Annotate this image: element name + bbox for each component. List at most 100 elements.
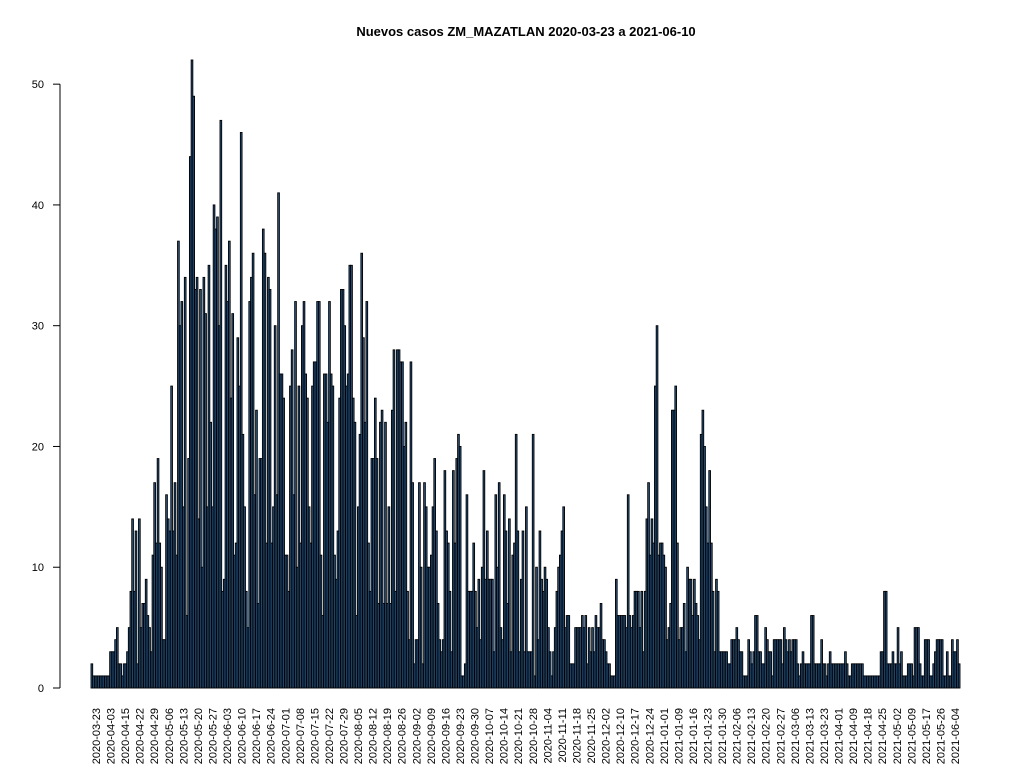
x-axis: 2020-03-23 2020-04-03 2020-04-15 2020-04-22…: [91, 708, 962, 764]
bar: [562, 506, 565, 689]
x-tick-label: 2021-04-01: [834, 708, 846, 764]
x-tick-label: 2021-06-04: [950, 708, 962, 764]
bar: [282, 397, 285, 689]
x-tick-label: 2020-08-12: [368, 708, 380, 764]
bar: [917, 627, 920, 689]
bar: [508, 518, 511, 689]
x-tick-label: 2020-07-29: [339, 708, 351, 764]
bar: [521, 530, 525, 689]
bar: [294, 301, 297, 689]
x-tick-label: 2020-09-16: [440, 708, 452, 764]
bar: [448, 590, 452, 689]
bar: [404, 421, 408, 689]
x-tick-label: 2020-10-07: [484, 708, 496, 764]
bar: [204, 313, 207, 689]
bar: [682, 603, 686, 689]
bar: [640, 590, 644, 689]
bar: [626, 494, 630, 689]
x-tick-label: 2020-10-28: [528, 708, 540, 764]
bar: [411, 482, 414, 689]
bar: [263, 252, 267, 689]
bar: [516, 530, 520, 689]
x-tick-label: 2021-04-09: [848, 708, 860, 764]
bar: [268, 289, 272, 689]
bars: [90, 59, 961, 689]
x-tick-label: 2020-09-23: [455, 708, 467, 764]
chart-title: Nuevos casos ZM_MAZATLAN 2020-03-23 a 20…: [356, 24, 695, 39]
bar: [769, 651, 773, 689]
bar: [497, 482, 501, 689]
y-tick-label: 0: [38, 683, 44, 695]
x-tick-label: 2020-09-09: [426, 708, 438, 764]
x-tick-label: 2020-03-23: [91, 708, 103, 764]
x-tick-label: 2020-09-30: [470, 708, 482, 764]
bar: [584, 615, 588, 689]
bar: [160, 566, 163, 689]
bar: [297, 385, 301, 689]
x-tick-label: 2021-05-09: [906, 708, 918, 764]
bar: [811, 615, 815, 689]
bar: [387, 506, 391, 689]
x-tick-label: 2021-02-13: [746, 708, 758, 764]
x-tick-label: 2020-11-25: [586, 708, 598, 763]
x-tick-label: 2021-05-02: [892, 708, 904, 764]
bar: [525, 506, 528, 689]
bar: [884, 590, 888, 689]
x-tick-label: 2021-03-23: [819, 708, 831, 764]
x-tick-label: 2020-05-13: [178, 708, 190, 764]
bar: [251, 252, 255, 689]
x-tick-label: 2021-01-09: [673, 708, 685, 764]
x-tick-label: 2020-11-18: [572, 708, 584, 763]
y-axis: 0 10 20 30 40 50: [32, 79, 61, 695]
x-tick-label: 2021-02-20: [761, 708, 773, 764]
x-tick-label: 2020-08-19: [382, 708, 394, 764]
x-tick-label: 2020-06-03: [222, 708, 234, 764]
bar: [183, 276, 187, 689]
x-tick-label: 2021-01-01: [659, 708, 671, 764]
x-tick-label: 2021-05-17: [921, 708, 933, 764]
y-tick-label: 50: [32, 79, 44, 91]
x-tick-label: 2021-04-18: [863, 708, 875, 764]
bar: [531, 433, 535, 689]
bar: [567, 615, 571, 689]
x-tick-label: 2020-04-29: [149, 708, 161, 764]
bar: [199, 289, 202, 689]
bar: [548, 651, 552, 689]
bar: [331, 385, 335, 689]
x-tick-label: 2020-07-22: [324, 708, 336, 764]
y-tick-label: 30: [32, 321, 44, 333]
bar: [255, 409, 258, 689]
bar: [491, 578, 494, 689]
bar: [138, 518, 141, 689]
x-tick-label: 2021-03-13: [804, 708, 816, 764]
y-tick-label: 40: [32, 200, 44, 212]
x-tick-label: 2020-09-02: [411, 708, 423, 764]
x-tick-label: 2020-12-17: [630, 708, 642, 764]
x-tick-label: 2020-10-14: [499, 708, 511, 764]
x-tick-label: 2021-01-23: [703, 708, 715, 764]
x-tick-label: 2021-02-27: [775, 708, 787, 764]
bar: [231, 313, 235, 689]
bar: [676, 542, 679, 689]
bar: [380, 409, 384, 689]
x-tick-label: 2020-08-26: [397, 708, 409, 764]
bar: [900, 651, 903, 689]
bar: [945, 651, 949, 689]
bar: [365, 301, 369, 689]
x-tick-label: 2021-03-06: [790, 708, 802, 764]
x-tick-label: 2020-06-17: [251, 708, 263, 764]
x-tick-label: 2020-05-27: [208, 708, 220, 764]
x-tick-label: 2020-11-11: [557, 708, 569, 763]
x-tick-label: 2020-12-24: [644, 708, 656, 764]
x-tick-label: 2020-12-02: [601, 708, 613, 764]
x-tick-label: 2020-06-10: [237, 708, 249, 764]
bar: [927, 639, 930, 689]
bar: [375, 458, 379, 689]
x-tick-label: 2020-05-20: [193, 708, 205, 764]
bar: [711, 590, 715, 689]
bar: [116, 627, 119, 689]
bar: [419, 566, 423, 689]
x-tick-label: 2020-04-03: [106, 708, 118, 764]
bar: [477, 578, 481, 689]
